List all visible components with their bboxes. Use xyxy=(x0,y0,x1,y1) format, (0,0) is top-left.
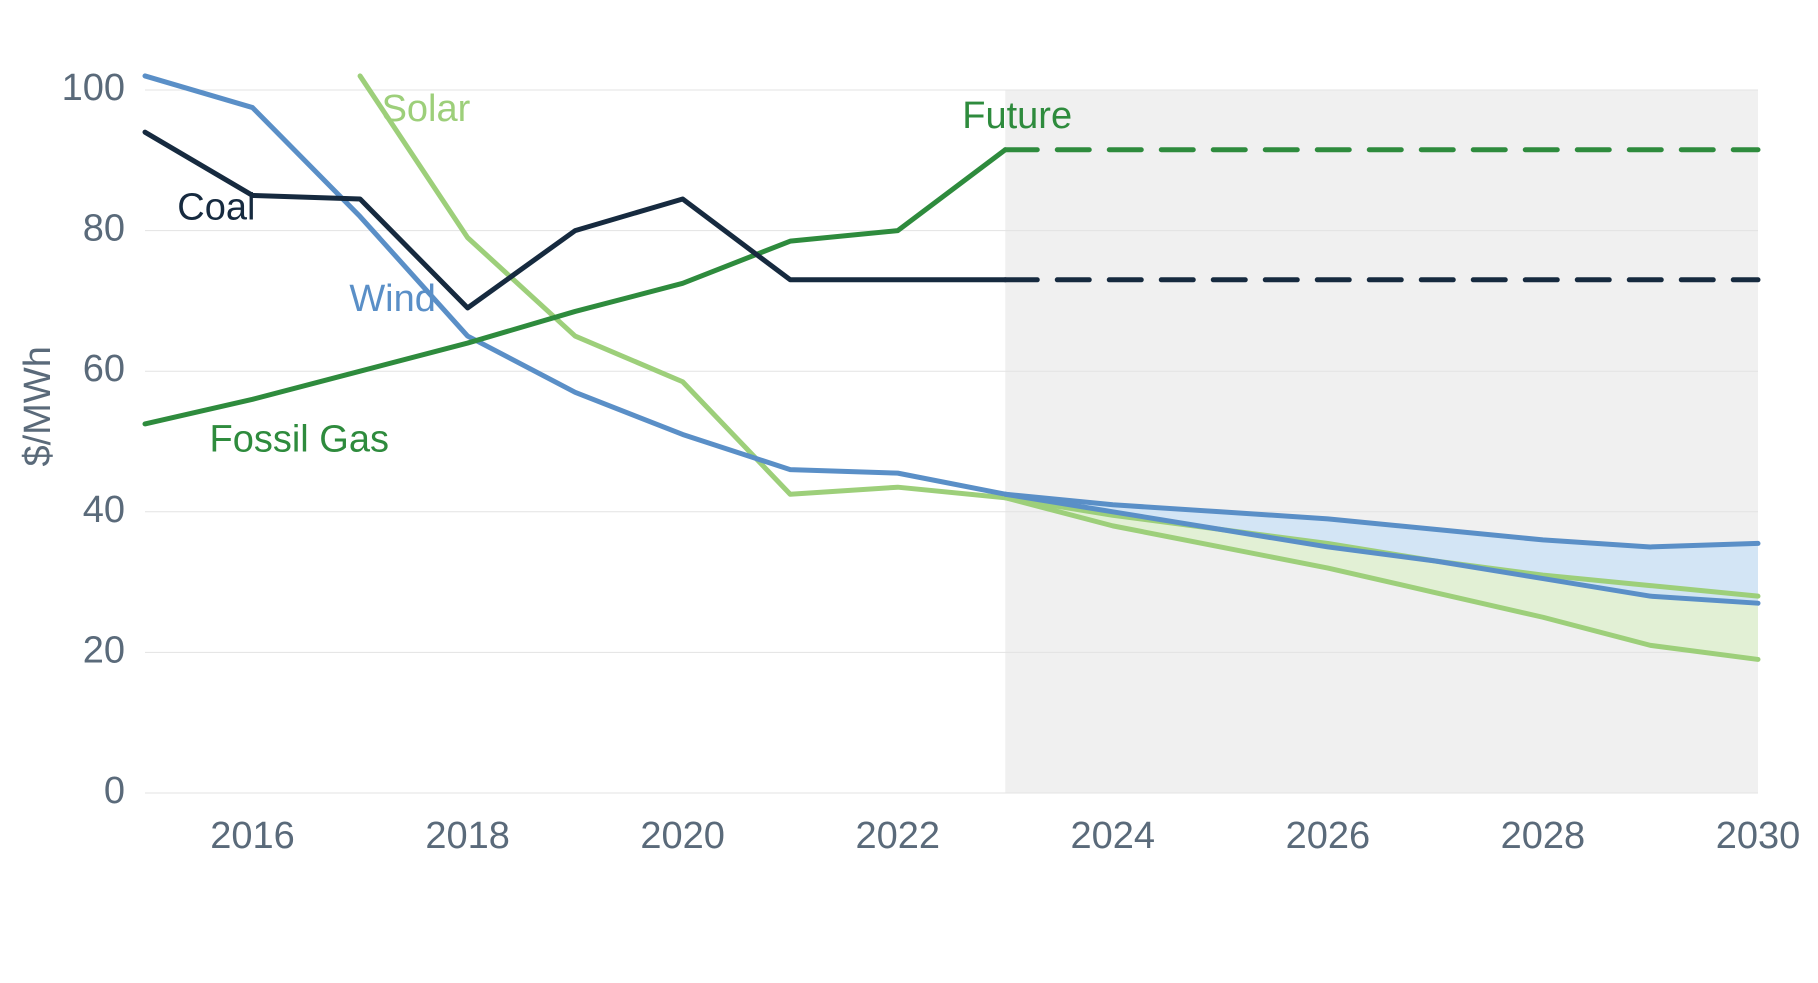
x-tick-label: 2022 xyxy=(855,815,940,857)
chart-svg: 0 20 40 60 80 100 2016 2018 2020 2022 2024 2026 2028… xyxy=(0,0,1818,983)
x-tick-label: 2018 xyxy=(425,815,510,857)
y-tick-label: 80 xyxy=(83,208,125,250)
x-tick-label: 2028 xyxy=(1501,815,1586,857)
wind-label: Wind xyxy=(349,278,436,320)
y-axis-label: $/MWh xyxy=(17,346,59,466)
y-tick-label: 0 xyxy=(104,770,125,812)
future-label: Future xyxy=(962,95,1072,137)
y-tick-label: 60 xyxy=(83,348,125,390)
x-tick-label: 2024 xyxy=(1071,815,1156,857)
y-tick-label: 40 xyxy=(83,489,125,531)
future-shade xyxy=(1005,90,1758,793)
x-tick-label: 2026 xyxy=(1286,815,1371,857)
fossil-label: Fossil Gas xyxy=(210,419,389,461)
y-tick-label: 100 xyxy=(62,67,125,109)
x-tick-label: 2016 xyxy=(210,815,295,857)
solar-label: Solar xyxy=(382,88,471,130)
energy-cost-chart: 0 20 40 60 80 100 2016 2018 2020 2022 2024 2026 2028… xyxy=(0,0,1818,983)
y-tick-label: 20 xyxy=(83,629,125,671)
x-tick-label: 2020 xyxy=(640,815,725,857)
x-tick-label: 2030 xyxy=(1716,815,1801,857)
coal-label: Coal xyxy=(177,187,255,229)
